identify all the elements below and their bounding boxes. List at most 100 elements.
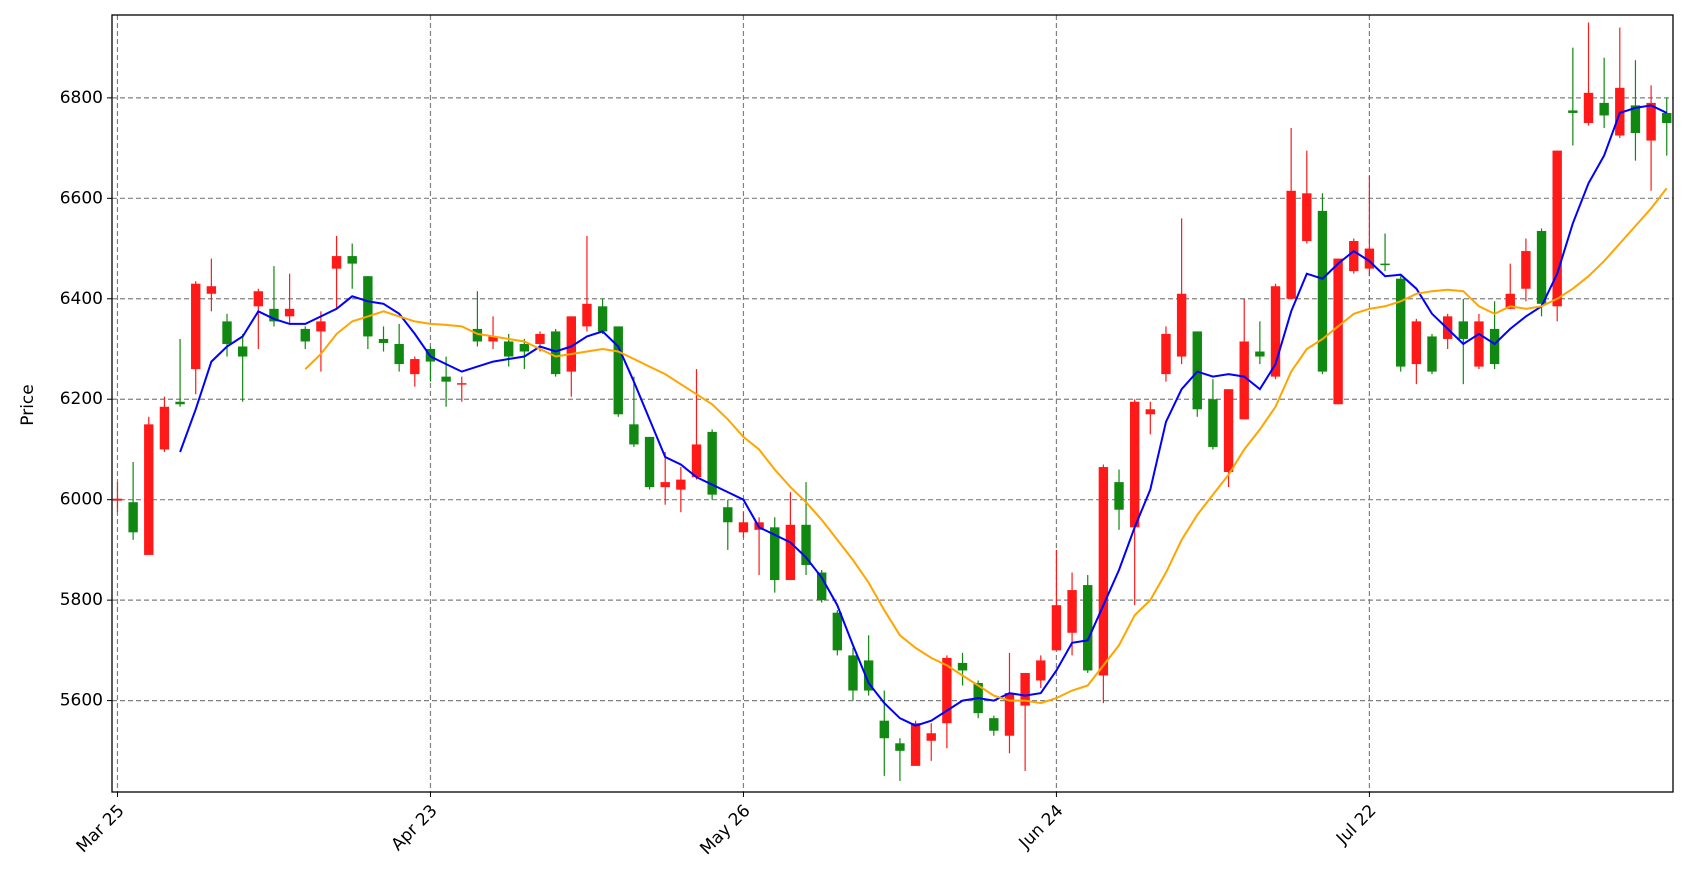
candle-body xyxy=(206,286,217,294)
candle-body xyxy=(1302,193,1312,242)
candle-body xyxy=(519,343,530,352)
candle-body xyxy=(1646,102,1656,141)
candle-body xyxy=(957,662,968,671)
candle-body xyxy=(300,328,310,342)
candle-body xyxy=(1129,401,1140,528)
y-axis-label: Price xyxy=(18,384,38,425)
candle-body xyxy=(1662,112,1672,123)
candle-body xyxy=(1333,258,1343,405)
candle-body xyxy=(582,303,592,327)
y-tick-label: 5800 xyxy=(60,590,103,610)
candle-body xyxy=(1380,263,1390,266)
candle-body xyxy=(191,283,201,370)
candle-body xyxy=(144,424,154,555)
candle-body xyxy=(1317,210,1328,372)
candle-body xyxy=(723,507,733,523)
moving-average-line xyxy=(304,187,1668,705)
candle-body xyxy=(378,338,389,343)
candle-body xyxy=(1364,248,1375,269)
candle-body xyxy=(1176,293,1187,357)
candle-body xyxy=(441,376,451,382)
candle-body xyxy=(770,527,780,581)
candle-body xyxy=(691,444,702,478)
candle-body xyxy=(1599,102,1609,116)
candle-body xyxy=(1521,251,1531,289)
candle-body xyxy=(832,612,843,651)
candle-body xyxy=(942,657,952,724)
x-tick-label: Jun 24 xyxy=(1015,801,1068,854)
candle-body xyxy=(1583,92,1594,123)
candle-body xyxy=(785,524,796,581)
candle-body xyxy=(644,436,655,488)
candle-body xyxy=(504,341,514,357)
candle-body xyxy=(816,572,827,601)
candle-body xyxy=(1505,293,1515,309)
candle-body xyxy=(926,733,936,741)
candle-body xyxy=(863,660,874,691)
y-tick-label: 6200 xyxy=(60,389,103,409)
candle-body xyxy=(1489,328,1500,365)
candle-body xyxy=(284,308,295,317)
candle-body xyxy=(488,336,498,342)
candle-body xyxy=(222,321,232,344)
candle-body xyxy=(1270,286,1281,377)
y-tick-label: 5600 xyxy=(60,691,103,711)
candle-body xyxy=(1239,341,1249,420)
plot-frame xyxy=(111,14,1674,793)
candle-body xyxy=(879,720,889,739)
candle-body xyxy=(1004,693,1015,736)
candle-body xyxy=(1615,87,1625,136)
candle-body xyxy=(801,524,811,565)
candle-body xyxy=(1020,672,1030,706)
candle-body xyxy=(1098,467,1109,676)
x-tick-label: May 26 xyxy=(696,801,754,859)
candle-body xyxy=(1051,605,1062,651)
y-tick-label: 6600 xyxy=(60,188,103,208)
candle-body xyxy=(910,723,921,766)
candle-body xyxy=(1568,110,1578,113)
x-tick-label: Mar 25 xyxy=(73,801,129,857)
candle-body xyxy=(1161,333,1171,375)
candle-body xyxy=(707,431,717,495)
candle-body xyxy=(1083,585,1093,671)
candle-body xyxy=(1255,351,1265,357)
candle-body xyxy=(660,482,670,488)
candle-body xyxy=(1145,409,1156,415)
candle-body xyxy=(1536,230,1547,304)
candle-body xyxy=(1474,321,1484,367)
candle-body xyxy=(457,383,467,385)
candle-body xyxy=(237,346,248,357)
candle-body xyxy=(159,406,170,450)
candle-body xyxy=(613,326,623,415)
candle-body xyxy=(128,502,138,533)
candle-body xyxy=(535,333,545,344)
candle-body xyxy=(597,306,608,332)
candle-body xyxy=(1458,321,1468,339)
candle-body xyxy=(566,316,576,372)
candle-body xyxy=(738,522,749,533)
candle-body xyxy=(989,718,999,731)
candle-body xyxy=(112,498,123,501)
candle-body xyxy=(1223,389,1234,473)
candle-body xyxy=(1396,278,1406,367)
candle-body xyxy=(472,328,483,342)
candle-body xyxy=(269,308,279,322)
candle-body xyxy=(175,401,185,405)
x-tick-label: Jul 22 xyxy=(1332,801,1380,849)
candle-body xyxy=(331,256,342,269)
candle-body xyxy=(1067,590,1077,633)
candle-body xyxy=(1349,241,1359,272)
candle-body xyxy=(316,321,326,332)
candle-body xyxy=(848,655,858,691)
candle-body xyxy=(629,424,639,445)
candle-body xyxy=(1192,331,1202,410)
candle-body xyxy=(1630,105,1641,134)
candle-body xyxy=(347,256,357,264)
y-tick-label: 6800 xyxy=(60,88,103,108)
candle-body xyxy=(1208,399,1218,447)
x-tick-label: Apr 23 xyxy=(387,801,441,855)
candle-body xyxy=(676,479,686,490)
candle-body xyxy=(394,343,404,365)
candle-body xyxy=(410,359,420,375)
